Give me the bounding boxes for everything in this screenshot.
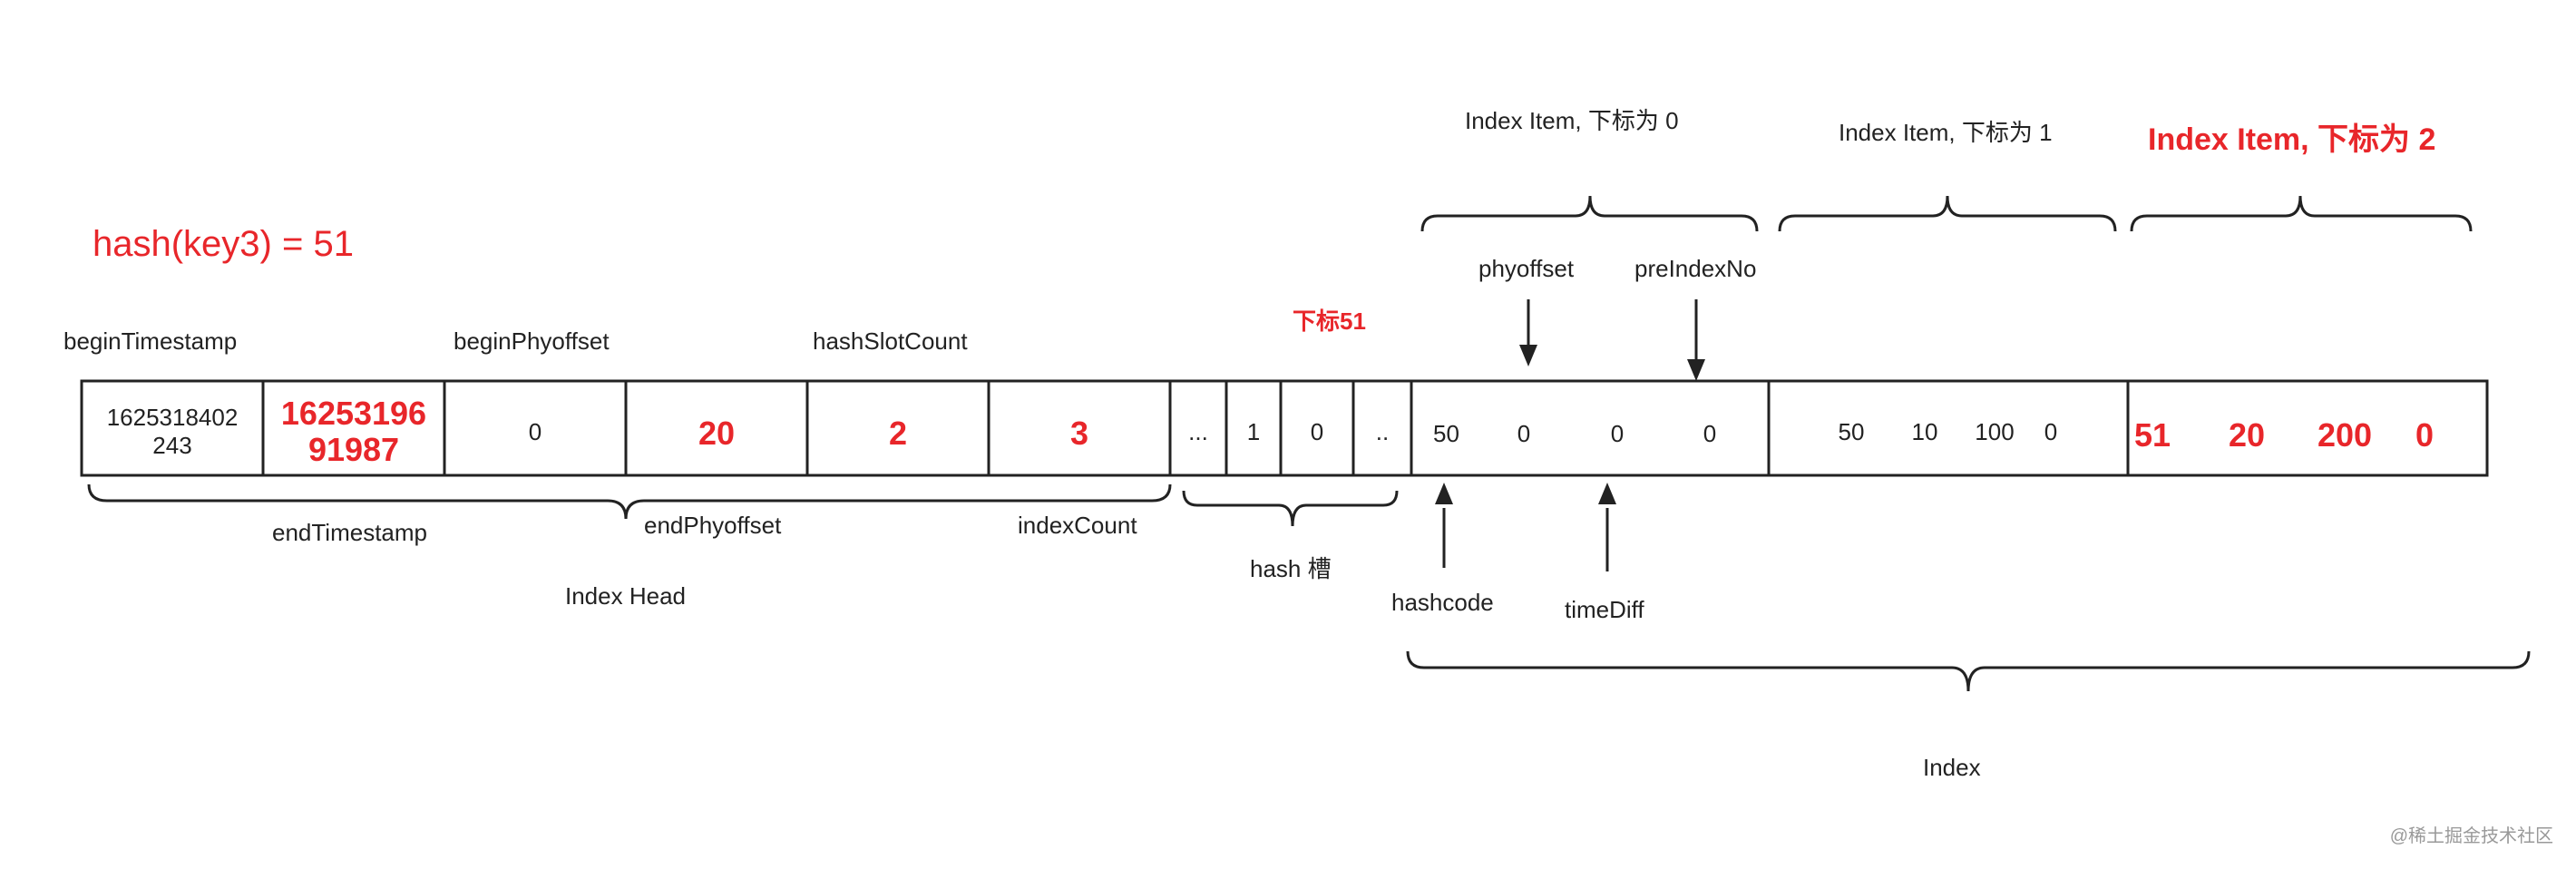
index-count-label: indexCount <box>1018 512 1137 539</box>
item-1-hashcode: 50 <box>1839 418 1865 445</box>
index-item-2-title: Index Item, 下标为 2 <box>2148 122 2435 157</box>
slot-cell-ellipsis <box>1168 379 1228 477</box>
index-head-title: Index Head <box>565 582 686 610</box>
end-timestamp-value-line1: 16253196 <box>281 395 426 432</box>
watermark: @稀土掘金技术社区 <box>2390 825 2553 846</box>
hash-slots-title: hash 槽 <box>1250 555 1332 582</box>
index-item-0-brace <box>1420 195 1759 232</box>
begin-phyoffset-cell <box>443 379 628 477</box>
timediff-arrow-head <box>1598 483 1616 504</box>
hashcode-label: hashcode <box>1391 589 1494 616</box>
index-items: Index Item, 下标为 0 Index Item, 下标为 1 Inde… <box>1391 107 2531 781</box>
end-phyoffset-value: 20 <box>698 415 735 452</box>
item-1-phyoffset: 10 <box>1912 418 1938 445</box>
begin-timestamp-value-line1: 1625318402 <box>107 404 239 431</box>
slot-cell-dots <box>1351 379 1413 477</box>
phyoffset-arrow-head <box>1519 345 1537 366</box>
slot-pointer-label: 下标51 <box>1293 308 1366 335</box>
hash-slot-count-value: 2 <box>889 415 907 452</box>
hash-slot-count-cell <box>805 379 990 477</box>
item-1-timediff: 100 <box>1975 418 2014 445</box>
slot-cell-1 <box>1225 379 1283 477</box>
slot-value-ellipsis: ... <box>1188 418 1208 445</box>
hashcode-arrow-head <box>1435 483 1453 504</box>
index-head-brace <box>87 483 1172 520</box>
item-0-preindexno: 0 <box>1703 420 1716 447</box>
preindexno-label: preIndexNo <box>1634 255 1756 282</box>
index-title: Index <box>1923 754 1981 781</box>
item-2-timediff: 200 <box>2317 416 2372 454</box>
hash-slots: 下标51 ... 1 0 .. hash 槽 <box>1168 308 1413 582</box>
phyoffset-label: phyoffset <box>1478 255 1575 282</box>
end-timestamp-value-line2: 91987 <box>308 431 399 468</box>
item-2-phyoffset: 20 <box>2229 416 2265 454</box>
index-brace <box>1406 650 2531 692</box>
begin-phyoffset-value: 0 <box>529 418 542 445</box>
item-2-hashcode: 51 <box>2134 416 2171 454</box>
preindexno-arrow-head <box>1687 359 1705 381</box>
item-0-timediff: 0 <box>1611 420 1624 447</box>
index-item-0-title: Index Item, 下标为 0 <box>1465 107 1679 134</box>
end-phyoffset-label: endPhyoffset <box>644 512 782 539</box>
index-count-value: 3 <box>1070 415 1088 452</box>
begin-phyoffset-label: beginPhyoffset <box>454 327 610 355</box>
item-2-preindexno: 0 <box>2415 416 2434 454</box>
item-0-hashcode: 50 <box>1433 420 1459 447</box>
timediff-label: timeDiff <box>1565 596 1644 623</box>
begin-timestamp-label: beginTimestamp <box>63 327 237 355</box>
begin-timestamp-cell <box>80 379 265 477</box>
index-item-2-cell <box>2126 379 2489 477</box>
index-item-2-brace <box>2130 195 2473 232</box>
hash-slots-brace <box>1182 490 1399 527</box>
slot-value-51: 0 <box>1311 418 1323 445</box>
end-timestamp-cell <box>261 379 446 477</box>
item-0-phyoffset: 0 <box>1517 420 1530 447</box>
index-item-1-brace <box>1778 195 2117 232</box>
begin-timestamp-value-line2: 243 <box>152 432 191 459</box>
index-item-1-title: Index Item, 下标为 1 <box>1839 119 2053 146</box>
slot-value-dots: .. <box>1376 418 1389 445</box>
index-item-0-cell <box>1410 379 1771 477</box>
end-timestamp-label: endTimestamp <box>272 519 427 546</box>
item-1-preindexno: 0 <box>2044 418 2057 445</box>
hash-expression: hash(key3) = 51 <box>93 224 354 264</box>
slot-cell-51 <box>1279 379 1355 477</box>
hash-slot-count-label: hashSlotCount <box>813 327 968 355</box>
index-count-cell <box>987 379 1172 477</box>
index-head: beginTimestamp beginPhyoffset hashSlotCo… <box>63 327 1172 610</box>
index-item-1-cell <box>1767 379 2130 477</box>
slot-value-1: 1 <box>1247 418 1260 445</box>
